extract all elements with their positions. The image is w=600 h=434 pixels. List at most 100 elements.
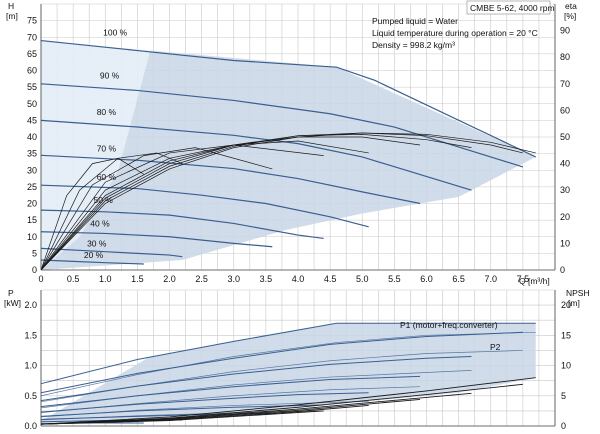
y-tick-right: 10 [560,238,570,248]
x-tick: 0 [38,274,43,284]
y-tick-right: 20 [560,212,570,222]
p2-curve [40,400,369,418]
head-curve [40,209,324,240]
speed-label: 100 % [103,27,128,37]
x-tick: 6.0 [420,274,433,284]
head-curve [40,154,421,205]
y-tick-right: 20 [561,300,571,310]
y-tick-right: 0 [560,265,565,275]
speed-label: 50 % [93,195,113,205]
head-curve [40,259,144,265]
head-curve [40,184,369,228]
y-tick-right: 40 [560,159,570,169]
speed-label: 80 % [97,107,117,117]
p2-curve [40,370,472,409]
y-tick-left: 45 [27,115,37,125]
y-tick-left: 1.0 [24,361,37,371]
y-right-symbol-bottom: NPSH [566,288,590,298]
y-tick-left: 0.0 [24,421,37,431]
x-tick: 0.5 [67,274,80,284]
y-tick-left: 10 [27,232,37,242]
annotation-liquid: Pumped liquid = Water [372,16,458,26]
speed-label: 90 % [100,70,120,80]
y-tick-left: 35 [27,149,37,159]
y-tick-right: 80 [560,52,570,62]
speed-label: 70 % [97,144,117,154]
x-tick: 4.0 [292,274,305,284]
x-tick: 7.0 [484,274,497,284]
efficiency-curve [40,157,144,271]
speed-label: 30 % [87,238,107,248]
p1-curve [40,331,523,394]
y-tick-right: 60 [560,105,570,115]
y-tick-left: 70 [27,32,37,42]
x-tick: 1.0 [99,274,112,284]
speed-label: 20 % [84,250,104,260]
head-curve [40,231,273,248]
x-tick: 2.5 [195,274,208,284]
operating-envelope [41,323,536,425]
y-tick-left: 40 [27,132,37,142]
x-tick: 2.0 [163,274,176,284]
chart-title: CMBE 5-62, 4000 rpm [470,3,555,13]
y-tick-left: 0.5 [24,391,37,401]
head-curve [40,39,536,158]
y-left-symbol-bottom: P [8,288,14,298]
y-tick-right: 90 [560,26,570,36]
p2-curve [40,331,536,397]
x-tick: 5.0 [356,274,369,284]
y-tick-right: 5 [561,391,566,401]
efficiency-curve [40,133,472,271]
efficiency-curve [40,144,324,271]
x-tick: 7.5 [517,274,530,284]
y-tick-right: 70 [560,79,570,89]
speed-label: 40 % [90,218,110,228]
annotation-temperature: Liquid temperature during operation = 20… [372,28,538,38]
p1-curve [40,322,536,385]
y-right-symbol-top: eta [565,1,577,11]
y-left-unit-bottom: [kW] [4,298,21,308]
y-tick-left: 2.0 [24,300,37,310]
y-tick-left: 55 [27,82,37,92]
x-tick: 5.5 [388,274,401,284]
y-tick-right: 15 [561,330,571,340]
efficiency-curve [40,140,369,271]
y-tick-left: 5 [32,248,37,258]
y-right-unit-bottom: [m] [568,298,580,308]
x-tick: 3.0 [227,274,240,284]
npsh-curve [40,410,324,425]
y-tick-left: 50 [27,99,37,109]
y-left-symbol-top: H [8,1,14,11]
y-right-unit-top: [%] [564,11,576,21]
head-curve [40,247,183,258]
speed-label: 60 % [97,172,117,182]
p2-curve [40,350,523,403]
p1-label: P1 (motor+freq.converter) [400,320,498,330]
y-tick-left: 1.5 [24,330,37,340]
y-tick-left: 0 [32,265,37,275]
y-tick-left: 75 [27,16,37,26]
y-tick-right: 50 [560,132,570,142]
head-curve [40,83,524,168]
title-box [466,0,551,15]
y-tick-left: 25 [27,182,37,192]
y-tick-left: 60 [27,66,37,76]
y-tick-left: 30 [27,165,37,175]
head-curve [40,119,472,191]
x-axis-label: Q [m³/h] [519,276,550,286]
npsh-curve [40,377,536,425]
y-tick-right: 30 [560,185,570,195]
p2-curve [40,386,421,414]
y-tick-left: 15 [27,215,37,225]
head-efficiency-panel: 100 % 90 % 80 % 70 % 60 % 50 % 40 % 30 % 20 % 0 5 1… [27,3,570,284]
power-npsh-panel: 0.0 0.5 1.0 1.5 2.0 0 5 10 15 20 [24,289,571,431]
x-tick: 6.5 [452,274,465,284]
x-tick: 3.5 [260,274,273,284]
y-tick-right: 0 [561,421,566,431]
x-tick: 4.5 [324,274,337,284]
y-left-unit-top: [m] [6,11,18,21]
y-tick-right: 10 [561,361,571,371]
p1-curve [40,375,421,408]
y-tick-left: 20 [27,199,37,209]
